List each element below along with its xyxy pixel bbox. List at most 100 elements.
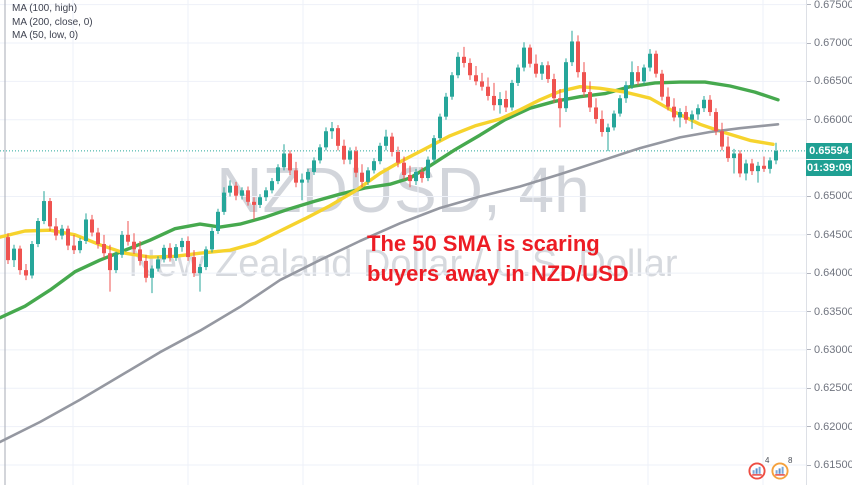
candle-body — [498, 99, 502, 106]
axis-label: 0.62000 — [814, 420, 852, 433]
candle-body — [432, 138, 436, 160]
candle-body — [240, 190, 244, 196]
candle-body — [546, 65, 550, 80]
axis-tick — [807, 42, 811, 44]
candle-body — [372, 161, 376, 171]
candle-body — [222, 192, 226, 212]
candle-body — [516, 67, 520, 83]
candle-body — [678, 112, 682, 118]
candle-body — [216, 211, 220, 231]
candle-body — [48, 201, 52, 227]
candle-body — [390, 136, 394, 152]
candle-body — [426, 159, 430, 179]
axis-label: 0.65000 — [814, 190, 852, 203]
axis-label: 0.67500 — [814, 0, 852, 11]
last-price-value: 0.65594 — [806, 142, 852, 159]
chart-logo-icon — [748, 462, 766, 485]
candle-body — [126, 234, 130, 242]
candle-body — [414, 171, 418, 182]
candle-body — [492, 95, 496, 106]
candle-body — [708, 99, 712, 113]
candle-body — [324, 131, 328, 148]
candle-body — [456, 56, 460, 76]
badge-count-1: 4 — [765, 456, 770, 465]
axis-label: 0.62500 — [814, 382, 852, 395]
candle-body — [366, 170, 370, 182]
candle-body — [108, 253, 112, 271]
annotation-line1: The 50 SMA is scaring — [367, 231, 600, 256]
legend-ma100[interactable]: MA (100, high) — [12, 3, 78, 14]
candle-body — [402, 162, 406, 175]
candle-body — [318, 147, 322, 161]
candle-body — [210, 230, 214, 250]
candle-body — [732, 153, 736, 159]
candle-body — [138, 249, 142, 261]
candle-body — [102, 244, 106, 254]
candle-body — [300, 179, 304, 183]
candle-body — [594, 107, 598, 119]
candle-body — [6, 237, 10, 261]
candle-body — [168, 247, 172, 258]
candle-body — [696, 108, 700, 115]
candle-body — [360, 172, 364, 182]
candle-body — [120, 234, 124, 255]
axis-tick — [807, 80, 811, 82]
candle-body — [552, 79, 556, 99]
candle-body — [558, 98, 562, 109]
candle-body — [672, 106, 676, 118]
candle-body — [654, 53, 658, 74]
axis-tick — [807, 272, 811, 274]
editorial-annotation: The 50 SMA is scaring buyers away in NZD… — [367, 229, 629, 289]
candle-body — [234, 185, 238, 196]
candle-body — [60, 228, 64, 236]
axis-tick — [807, 195, 811, 197]
candle-body — [132, 241, 136, 250]
price-axis[interactable]: 0.67500 0.67000 0.66500 0.66000 0.65000 0.645… — [806, 0, 852, 485]
candle-body — [540, 65, 544, 74]
candle-body — [24, 270, 28, 276]
last-price-tag: 0.65594 01:39:09 — [806, 142, 852, 177]
candle-body — [12, 248, 16, 261]
legend-ma200[interactable]: MA (200, close, 0) — [12, 16, 93, 28]
legend-ma50[interactable]: MA (50, low, 0) — [12, 30, 79, 41]
candle-body — [570, 41, 574, 63]
candle-body — [606, 127, 610, 133]
candle-body — [642, 67, 646, 82]
axis-label: 0.67000 — [814, 37, 852, 49]
axis-label: 0.63500 — [814, 305, 852, 318]
candle-body — [618, 98, 622, 114]
candle-body — [462, 56, 466, 63]
candle-body — [768, 160, 772, 169]
candle-body — [666, 96, 670, 107]
candle-body — [192, 257, 196, 274]
indicator-legend: MA (100, high) MA (200, close, 0) MA (50… — [12, 2, 93, 43]
axis-tick — [807, 349, 811, 351]
candle-body — [72, 245, 76, 251]
axis-tick — [807, 464, 811, 466]
candle-body — [312, 160, 316, 172]
candle-body — [468, 62, 472, 76]
candle-body — [264, 190, 268, 198]
candle-body — [306, 171, 310, 180]
candle-body — [438, 116, 442, 139]
candle-body — [294, 170, 298, 183]
candle-body — [36, 221, 40, 245]
candle-body — [18, 248, 22, 271]
candle-body — [624, 85, 628, 99]
axis-label: 0.66500 — [814, 75, 852, 88]
candle-body — [714, 112, 718, 132]
candle-body — [576, 41, 580, 73]
candle-body — [354, 151, 358, 173]
ma-line — [0, 123, 780, 444]
candle-body — [174, 247, 178, 258]
candle-body — [258, 197, 262, 205]
axis-label: 0.64000 — [814, 267, 852, 280]
candle-body — [534, 63, 538, 74]
candle-body — [528, 47, 532, 64]
candle-body — [684, 112, 688, 120]
candle-body — [702, 99, 706, 109]
source-badges: 4 8 — [748, 456, 800, 482]
axis-tick — [807, 387, 811, 389]
